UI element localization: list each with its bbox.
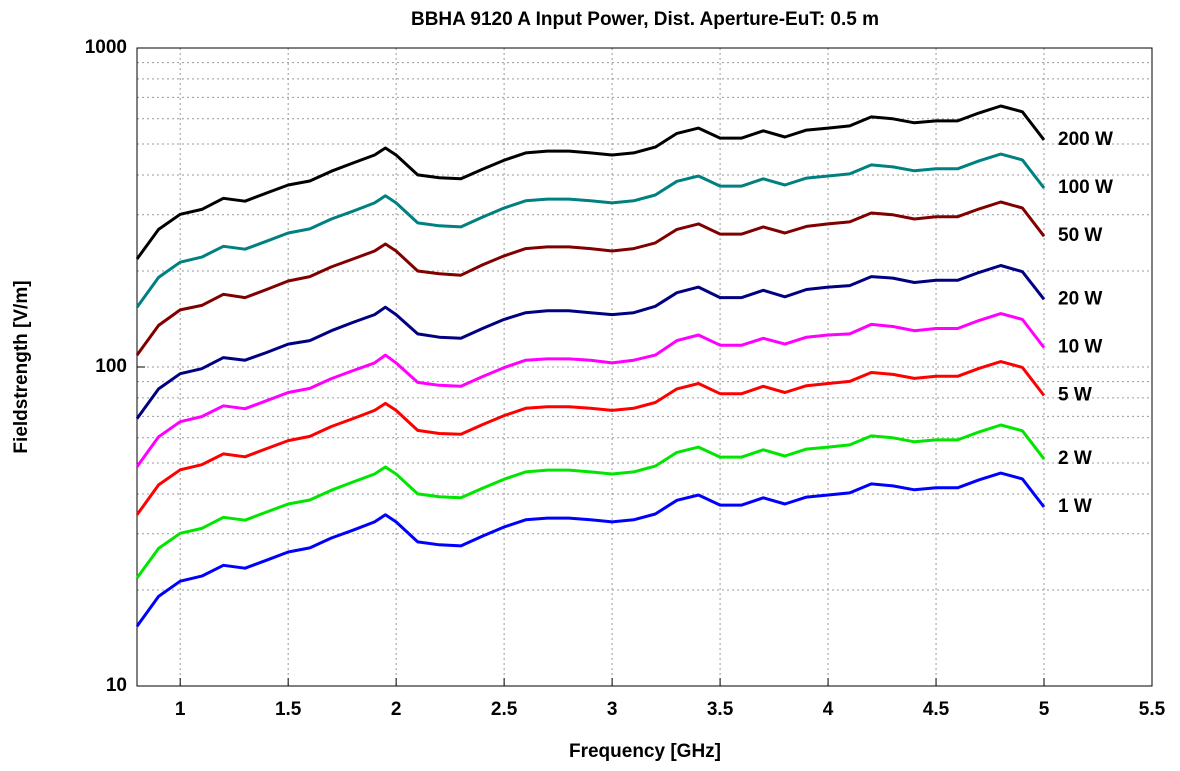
x-tick-label: 5.5 — [1139, 699, 1166, 720]
x-tick-label: 1 — [175, 699, 186, 720]
x-tick-label: 2 — [391, 699, 402, 720]
series-line — [135, 312, 1046, 468]
x-tick-label: 1.5 — [275, 699, 302, 720]
legend-label: 2 W — [1058, 448, 1092, 469]
y-tick-label: 100 — [95, 356, 127, 377]
legend-label: 5 W — [1058, 385, 1092, 406]
series-line — [135, 360, 1046, 516]
x-tick-label: 2.5 — [491, 699, 518, 720]
x-tick-label: 3 — [607, 699, 618, 720]
series-line — [135, 423, 1046, 579]
legend-label: 1 W — [1058, 496, 1092, 517]
y-tick-label: 1000 — [85, 37, 127, 58]
x-tick-label: 5 — [1039, 699, 1050, 720]
plot-frame — [136, 47, 1153, 687]
x-tick-label: 4 — [823, 699, 834, 720]
legend-label: 10 W — [1058, 337, 1102, 358]
legend-label: 50 W — [1058, 225, 1102, 246]
legend-label: 20 W — [1058, 288, 1102, 309]
y-tick-label: 10 — [106, 675, 127, 696]
legend-label: 200 W — [1058, 129, 1113, 150]
series-line — [135, 264, 1046, 420]
series-line — [135, 200, 1046, 356]
x-tick-label: 4.5 — [923, 699, 950, 720]
series-line — [135, 104, 1046, 260]
series-line — [135, 152, 1046, 309]
chart-title: BBHA 9120 A Input Power, Dist. Aperture-… — [411, 9, 879, 30]
y-axis-label: Fieldstrength [V/m] — [11, 280, 32, 453]
series-line — [135, 471, 1046, 628]
x-axis-label: Frequency [GHz] — [569, 741, 721, 762]
x-tick-label: 3.5 — [707, 699, 734, 720]
legend-label: 100 W — [1058, 177, 1113, 198]
